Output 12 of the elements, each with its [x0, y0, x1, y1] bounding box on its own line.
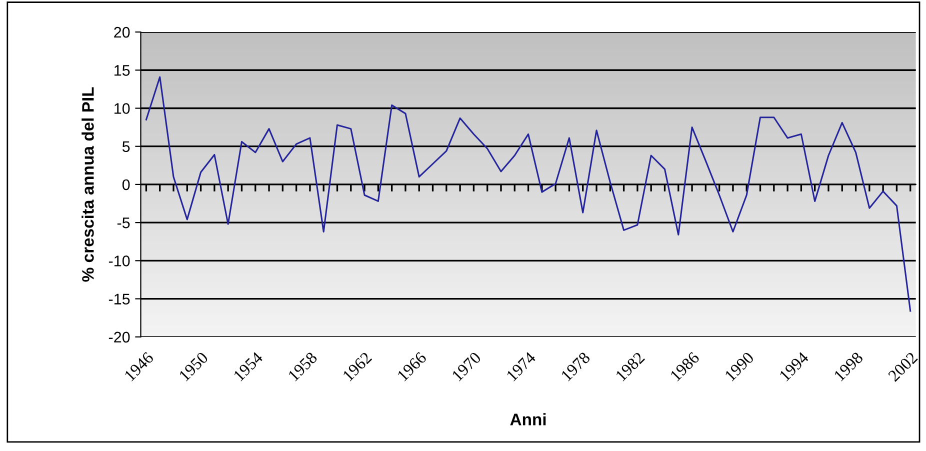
- y-tick-label: 20: [114, 26, 130, 38]
- y-tick-label: -5: [117, 218, 130, 228]
- x-axis-title: Anni: [510, 413, 546, 426]
- y-tick-label: -10: [108, 256, 130, 266]
- y-tick-label: 10: [114, 103, 130, 114]
- y-tick-label: 5: [122, 141, 130, 152]
- y-tick-label: -15: [108, 294, 130, 304]
- y-tick-label: -20: [108, 332, 130, 343]
- y-tick-label: 15: [114, 65, 130, 76]
- y-tick-label: 0: [122, 179, 130, 190]
- y-axis-title: % crescita annua del PIL: [82, 87, 94, 282]
- line-series: [145, 76, 912, 312]
